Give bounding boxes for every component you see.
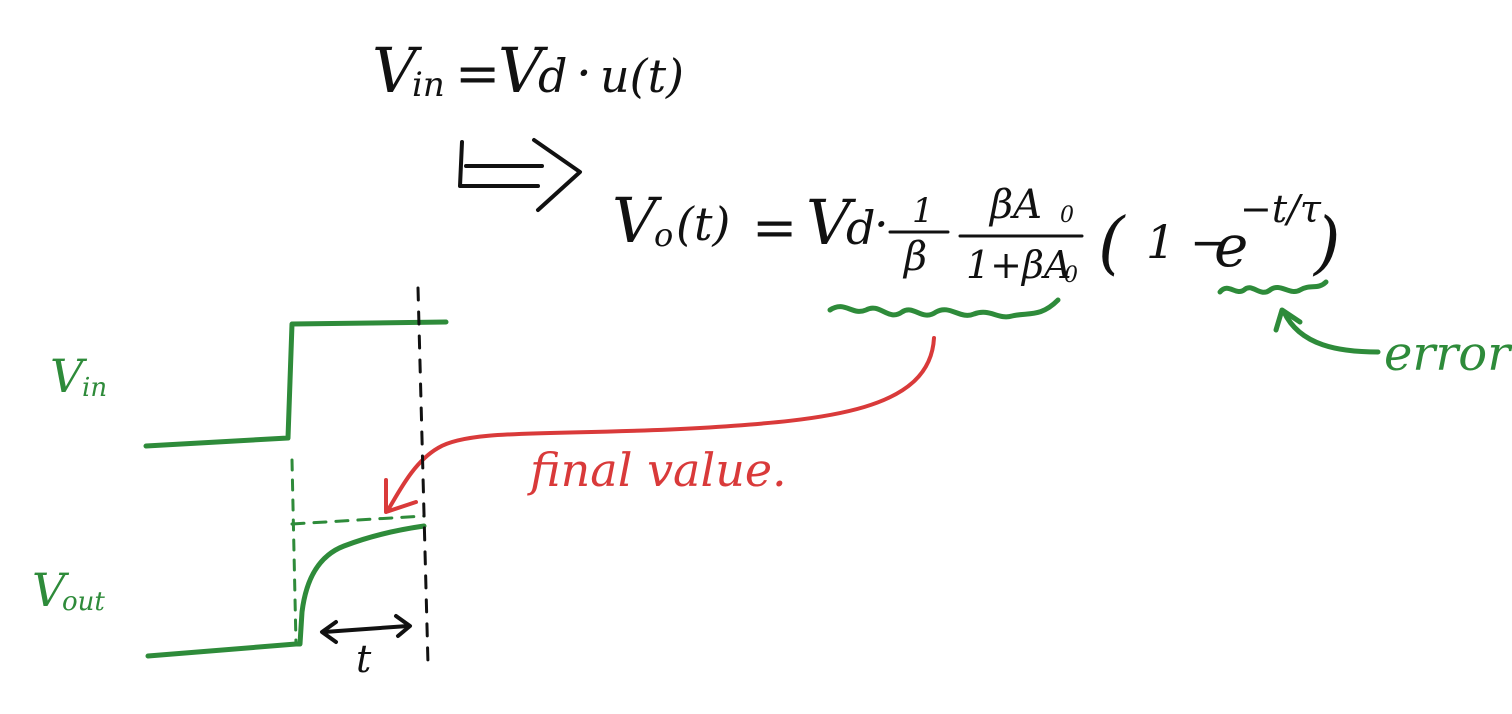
time-span-right-arrowhead-icon [394,614,412,638]
final-value-arrowhead-icon [384,478,418,514]
time-span-label: t [356,637,372,681]
time-marker-dashed-line [416,286,430,666]
vo-equals-sign: = [752,196,797,259]
time-span-arrow [322,624,410,634]
vin-waveform-label-subscript: in [82,373,107,403]
implies-arrow-icon [458,138,582,212]
final-value-underline-squiggle [827,297,1061,320]
vo-vd-subscript: d [846,201,875,255]
vin-subscript: in [412,65,445,105]
vin-symbol: V [372,34,423,107]
exponent-term: −t/τ [1240,187,1322,231]
final-value-label: final value. [527,443,787,497]
loop-gain-numerator: βA [988,182,1042,228]
vo-response-equation: V o (t) = V d · 1 β βA 0 1+βA 0 ( 1 − e … [612,182,1341,288]
error-arrowhead-icon [1273,307,1303,333]
exponential-base: e [1214,212,1248,280]
vin-waveform-label: V [50,349,88,403]
vin-equals-sign: = [455,42,500,105]
loop-gain-denominator-subscript: 0 [1064,263,1078,288]
close-parenthesis: ) [1312,204,1341,283]
vout-waveform-label-subscript: out [62,587,105,617]
vd-subscript: d [538,49,567,103]
vd-symbol: V [498,34,549,107]
vo-subscript: o [654,216,673,254]
vin-step-waveform [143,319,449,449]
step-edge-dashed-guide [290,458,298,646]
multiply-dot: · [576,44,592,102]
vo-vd-symbol: V [806,186,857,259]
open-parenthesis: ( [1098,204,1126,283]
vout-waveform-label: V [32,563,70,617]
time-span-left-arrowhead-icon [320,620,338,644]
error-underline-squiggle [1217,279,1329,295]
vout-response-waveform [145,523,427,659]
vin-definition-equation: V in = V d · u(t) [372,34,684,107]
loop-gain-numerator-subscript: 0 [1060,203,1074,228]
one-minus-term: 1 − [1146,215,1228,269]
fraction-one-numerator: 1 [912,191,934,231]
error-arrow [1281,309,1381,355]
vo-multiply-dot: · [874,197,889,251]
unit-step-function: u(t) [600,49,684,103]
fraction-one-denominator: β [902,234,927,280]
vo-symbol: V [612,184,663,257]
waveform-sketch: V in V out t [32,286,449,681]
vo-argument: (t) [676,197,730,251]
final-value-dashed-line [290,514,426,526]
loop-gain-denominator: 1+βA [966,243,1071,287]
error-label: error [1384,326,1512,382]
